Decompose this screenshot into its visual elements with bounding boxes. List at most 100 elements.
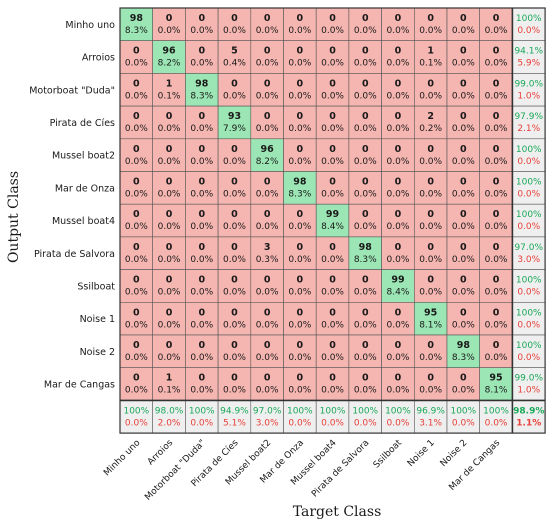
cell-count: 98 <box>457 340 471 351</box>
cell-percent: 0.0% <box>321 91 344 101</box>
cell-percent: 0.0% <box>288 124 311 134</box>
row-summary-cell <box>512 105 546 140</box>
cell-count: 0 <box>231 78 238 89</box>
matrix-cell <box>348 138 382 172</box>
matrix-cell <box>217 334 252 369</box>
matrix-cell <box>119 236 154 270</box>
cell-count: 0 <box>460 275 467 286</box>
matrix-cells: 98 8.3% 0 0.0% 0 0.0% 0 0.0% 0 0.0% 0 0.0% 0 0.0% 0 0.0… <box>119 7 546 434</box>
cell-count: 0 <box>297 13 304 24</box>
row-label: Mar de Cangas <box>44 380 115 391</box>
matrix-cell <box>119 138 154 172</box>
cell-count: 98 <box>293 177 307 188</box>
cell-count: 0 <box>198 307 205 318</box>
cell-count: 0 <box>231 13 238 24</box>
matrix-cell <box>381 171 415 205</box>
cell-count: 0 <box>133 46 140 57</box>
matrix-cell <box>413 40 448 74</box>
cell-percent: 0.0% <box>419 353 442 363</box>
cell-count: 93 <box>228 111 241 122</box>
cell-percent: 0.0% <box>485 288 508 298</box>
cell-percent: 0.1% <box>419 59 442 69</box>
column-label: Minho uno <box>102 438 143 479</box>
cell-count: 0 <box>133 340 140 351</box>
cell-count: 0 <box>493 275 500 286</box>
row-summary-cell <box>512 40 546 74</box>
row-accuracy: 100% <box>516 145 542 155</box>
cell-percent: 0.0% <box>387 157 410 167</box>
cell-percent: 0.0% <box>452 157 475 167</box>
cell-percent: 0.0% <box>125 353 148 363</box>
cell-count: 1 <box>166 78 173 89</box>
cell-percent: 0.0% <box>256 320 279 330</box>
y-axis-title: Output Class <box>6 171 22 263</box>
col-error: 3.0% <box>256 418 279 428</box>
cell-count: 0 <box>297 111 304 122</box>
matrix-cell <box>446 367 481 401</box>
cell-count: 98 <box>195 78 209 89</box>
cell-percent: 0.0% <box>485 157 508 167</box>
matrix-cell <box>413 203 448 238</box>
cell-count: 0 <box>297 144 304 155</box>
row-accuracy: 100% <box>516 14 542 24</box>
cell-count: 0 <box>362 78 369 89</box>
cell-percent: 0.0% <box>256 222 279 232</box>
cell-count: 96 <box>162 46 176 57</box>
cell-percent: 0.0% <box>190 353 213 363</box>
cell-count: 0 <box>427 373 434 384</box>
cell-count: 0 <box>395 46 402 57</box>
col-error: 0.0% <box>387 418 410 428</box>
cell-count: 0 <box>395 13 402 24</box>
cell-percent: 0.0% <box>419 255 442 265</box>
col-accuracy: 100% <box>352 406 378 416</box>
cell-percent: 0.0% <box>223 222 246 232</box>
cell-percent: 8.2% <box>256 157 279 167</box>
matrix-cell <box>185 138 219 172</box>
col-error: 0.0% <box>125 418 148 428</box>
cell-percent: 0.0% <box>288 91 311 101</box>
matrix-cell <box>119 105 154 140</box>
cell-count: 0 <box>231 340 238 351</box>
cell-percent: 0.0% <box>125 124 148 134</box>
cell-percent: 0.0% <box>223 91 246 101</box>
col-accuracy: 100% <box>450 406 476 416</box>
matrix-cell <box>217 171 252 205</box>
cell-percent: 0.0% <box>452 255 475 265</box>
cell-count: 0 <box>460 209 467 220</box>
cell-percent: 0.0% <box>288 222 311 232</box>
cell-count: 0 <box>362 111 369 122</box>
cell-percent: 8.4% <box>321 222 344 232</box>
cell-count: 0 <box>133 209 140 220</box>
cell-percent: 0.0% <box>452 386 475 396</box>
cell-count: 0 <box>362 307 369 318</box>
column-label: Noise 1 <box>406 438 437 469</box>
col-accuracy: 100% <box>189 406 215 416</box>
row-accuracy: 97.0% <box>514 243 543 253</box>
cell-count: 0 <box>166 209 173 220</box>
matrix-cell <box>250 138 284 172</box>
cell-count: 0 <box>460 111 467 122</box>
cell-percent: 8.1% <box>419 320 442 330</box>
cell-percent: 0.0% <box>387 26 410 36</box>
cell-percent: 0.0% <box>354 190 377 200</box>
matrix-cell <box>413 171 448 205</box>
matrix-cell <box>250 301 284 336</box>
cell-percent: 0.0% <box>158 288 181 298</box>
cell-count: 0 <box>395 209 402 220</box>
cell-percent: 0.0% <box>125 222 148 232</box>
overall-error: 1.1% <box>516 418 541 428</box>
matrix-cell <box>283 203 317 238</box>
row-accuracy: 100% <box>516 341 542 351</box>
cell-percent: 0.0% <box>256 59 279 69</box>
matrix-cell <box>119 73 154 107</box>
row-label: Mussel boat4 <box>52 216 115 227</box>
cell-count: 0 <box>198 242 205 253</box>
matrix-cell <box>283 171 317 205</box>
cell-count: 98 <box>359 242 373 253</box>
cell-percent: 0.0% <box>125 320 148 330</box>
row-label: Motorboat "Duda" <box>29 85 115 96</box>
matrix-cell <box>446 301 481 336</box>
col-summary-cell <box>315 400 350 434</box>
cell-count: 0 <box>264 373 271 384</box>
row-labels: Minho uno Arroios Motorboat "Duda" Pirata d… <box>29 20 115 391</box>
